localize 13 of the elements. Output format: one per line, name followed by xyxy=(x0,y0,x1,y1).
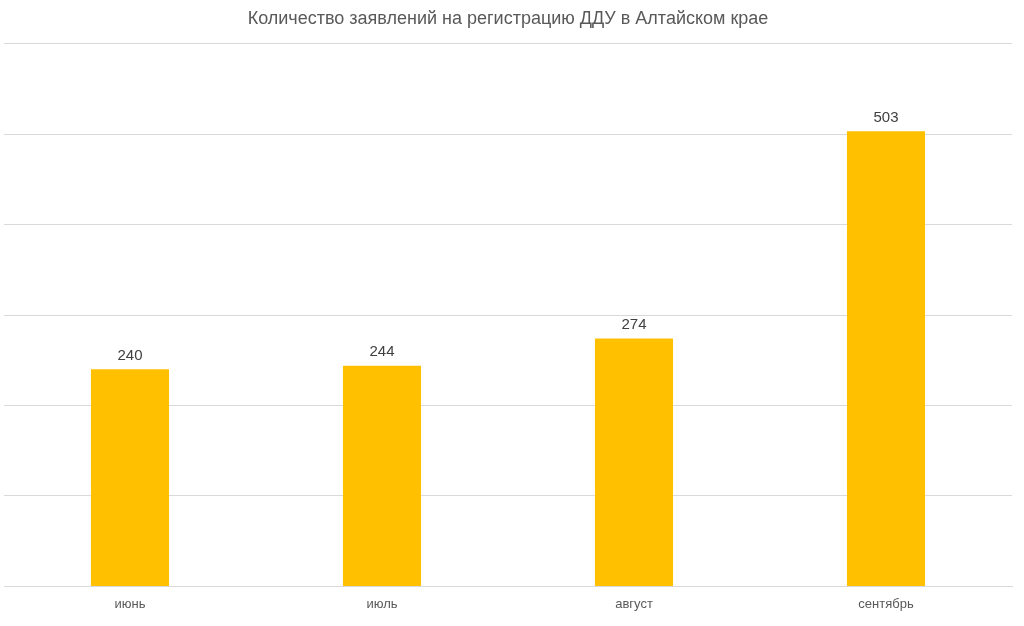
x-tick-label: август xyxy=(615,595,653,611)
x-tick-label: июнь xyxy=(114,595,146,611)
bar xyxy=(90,369,170,586)
data-label: 274 xyxy=(621,315,647,333)
x-tick-label: июль xyxy=(366,595,398,611)
data-label: 244 xyxy=(369,342,395,360)
x-tick-label: сентябрь xyxy=(858,595,914,611)
data-label: 240 xyxy=(117,345,143,363)
bar xyxy=(846,131,926,586)
data-label: 503 xyxy=(873,107,899,125)
bar xyxy=(342,365,422,586)
bar xyxy=(594,338,674,586)
chart-title: Количество заявлений на регистрацию ДДУ в Алтайском крае xyxy=(247,7,769,28)
